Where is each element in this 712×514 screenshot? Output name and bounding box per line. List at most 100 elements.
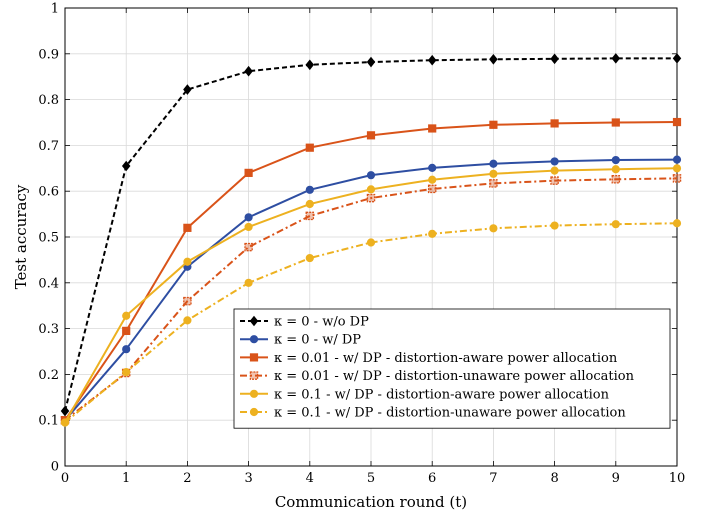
series-2-point bbox=[122, 345, 131, 354]
x-tick-label: 3 bbox=[244, 471, 252, 486]
y-tick-label: 0.9 bbox=[38, 47, 59, 62]
x-axis-title: Communication round (t) bbox=[275, 493, 467, 511]
series-2-point bbox=[672, 155, 682, 164]
legend-label: κ = 0.01 - w/ DP - distortion-unaware po… bbox=[274, 369, 635, 384]
y-tick-label: 0 bbox=[51, 460, 59, 475]
series-4-point bbox=[611, 175, 621, 184]
x-tick-label: 9 bbox=[612, 471, 620, 486]
series-2-point bbox=[611, 155, 620, 165]
series-2-point bbox=[550, 157, 559, 166]
y-tick-label: 0.2 bbox=[38, 368, 59, 383]
series-3-point bbox=[183, 223, 192, 232]
series-1-point bbox=[366, 56, 376, 68]
series-6-point bbox=[244, 278, 253, 287]
series-1-point bbox=[244, 65, 253, 77]
series-6-point bbox=[183, 316, 192, 325]
series-5-point bbox=[672, 164, 682, 173]
series-4-point bbox=[427, 184, 437, 194]
series-layer bbox=[60, 53, 682, 427]
series-6-point bbox=[428, 229, 437, 238]
series-4-point bbox=[550, 176, 559, 185]
series-1-point bbox=[60, 405, 70, 417]
legend-item-6: κ = 0.1 - w/ DP - distortion-unaware pow… bbox=[240, 406, 626, 421]
series-4-point bbox=[366, 193, 376, 203]
series-1-point bbox=[672, 53, 682, 64]
legend-label: κ = 0.01 - w/ DP - distortion-aware powe… bbox=[274, 351, 618, 366]
y-tick-label: 0.5 bbox=[38, 231, 59, 246]
series-1-point bbox=[183, 84, 192, 95]
series-6-point bbox=[611, 220, 620, 229]
x-tick-label: 10 bbox=[669, 471, 686, 486]
series-5-point bbox=[244, 222, 253, 232]
x-tick-label: 6 bbox=[428, 471, 436, 486]
y-tick-label: 0.1 bbox=[38, 414, 59, 429]
series-6-point bbox=[122, 368, 131, 377]
legend: κ = 0 - w/o DP κ = 0 - w/ DP κ = 0.01 - w/… bbox=[233, 308, 671, 429]
series-1 bbox=[60, 53, 682, 417]
series-6-point bbox=[366, 238, 376, 247]
legend-box bbox=[233, 308, 671, 429]
series-3-point bbox=[244, 168, 253, 177]
series-5-point bbox=[489, 169, 498, 178]
x-tick-label: 4 bbox=[306, 471, 314, 486]
series-4-point bbox=[244, 242, 253, 252]
legend-swatch-marker bbox=[249, 335, 259, 344]
series-4-line bbox=[64, 177, 678, 421]
series-4-point bbox=[489, 179, 498, 188]
y-tick-label: 0.7 bbox=[38, 139, 59, 154]
series-6 bbox=[60, 219, 682, 427]
series-3-point bbox=[489, 120, 498, 129]
legend-item-4: κ = 0.01 - w/ DP - distortion-unaware po… bbox=[240, 369, 635, 384]
x-tick-label: 5 bbox=[367, 471, 375, 486]
x-tick-label: 2 bbox=[183, 471, 191, 486]
series-5-point bbox=[122, 311, 131, 320]
series-2-point bbox=[244, 213, 253, 222]
series-3-point bbox=[428, 124, 437, 133]
series-2 bbox=[60, 155, 682, 425]
series-3-point bbox=[366, 131, 376, 140]
legend-label: κ = 0 - w/o DP bbox=[274, 315, 369, 330]
legend-label: κ = 0.1 - w/ DP - distortion-aware power… bbox=[274, 387, 610, 402]
series-1-point bbox=[489, 53, 498, 65]
legend-item-1: κ = 0 - w/o DP bbox=[240, 315, 369, 330]
series-2-point bbox=[489, 159, 498, 168]
x-tick-label: 8 bbox=[550, 471, 558, 486]
series-6-point bbox=[550, 221, 559, 230]
series-3-point bbox=[122, 326, 131, 335]
series-5-point bbox=[611, 165, 620, 174]
series-3-point bbox=[550, 119, 559, 128]
series-3-point bbox=[611, 118, 620, 127]
series-4-point bbox=[672, 174, 682, 183]
series-1-point bbox=[305, 59, 315, 71]
series-3-point bbox=[672, 117, 682, 127]
series-6-point bbox=[60, 418, 70, 427]
series-6-point bbox=[672, 219, 682, 228]
series-3-point bbox=[305, 143, 314, 152]
legend-swatch-marker bbox=[249, 315, 259, 327]
y-axis-title: Test accuracy bbox=[12, 184, 30, 289]
x-tick-label: 1 bbox=[122, 471, 130, 486]
legend-swatch-marker bbox=[249, 389, 259, 398]
x-tick-label: 0 bbox=[61, 471, 69, 486]
series-5-point bbox=[183, 257, 192, 266]
legend-item-3: κ = 0.01 - w/ DP - distortion-aware powe… bbox=[240, 351, 618, 366]
series-5-point bbox=[366, 185, 376, 194]
series-1-point bbox=[550, 53, 559, 65]
legend-swatch-marker bbox=[249, 371, 259, 380]
series-4-point bbox=[183, 296, 192, 306]
series-1-point bbox=[427, 54, 437, 66]
y-tick-label: 0.3 bbox=[38, 322, 59, 337]
series-5-point bbox=[550, 166, 559, 175]
legend-label: κ = 0.1 - w/ DP - distortion-unaware pow… bbox=[274, 406, 626, 421]
x-tick-label: 7 bbox=[489, 471, 497, 486]
series-5-point bbox=[428, 175, 437, 184]
legend-swatch-marker bbox=[249, 407, 259, 417]
axis-ticks: 0 1 2 3 4 5 6 7 8 9 10 0 0.1 0.2 0.3 0.4 0.5 0.6 0.7 0.8 0.9… bbox=[38, 2, 685, 487]
series-5-point bbox=[305, 199, 314, 209]
legend-item-5: κ = 0.1 - w/ DP - distortion-aware power… bbox=[240, 387, 610, 402]
y-tick-label: 0.6 bbox=[38, 185, 59, 200]
series-6-point bbox=[305, 253, 314, 263]
y-tick-label: 0.8 bbox=[38, 93, 59, 108]
y-tick-label: 1 bbox=[51, 2, 59, 17]
